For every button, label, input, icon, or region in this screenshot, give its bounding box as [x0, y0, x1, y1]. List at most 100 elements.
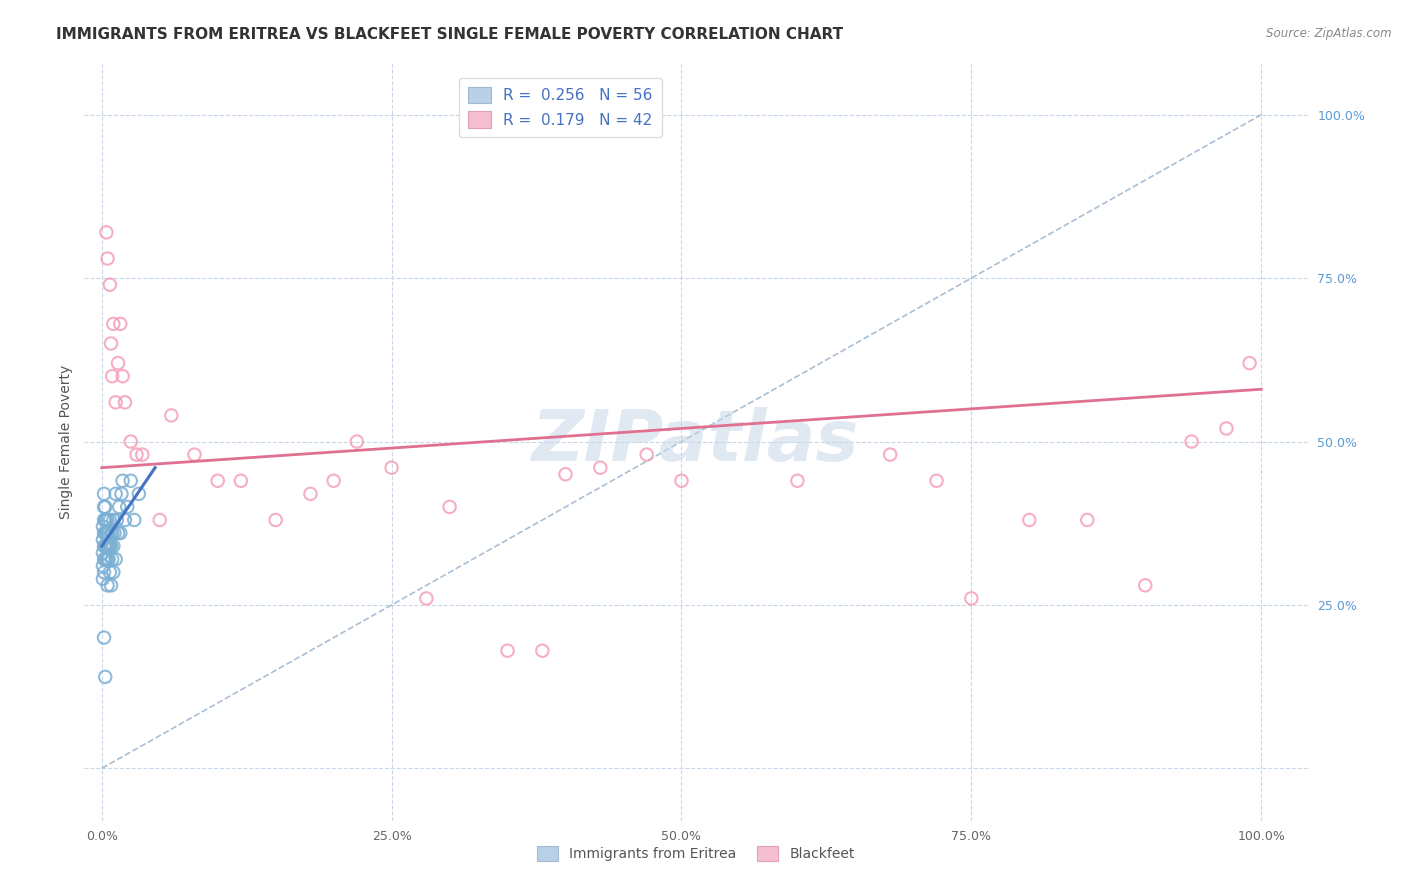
Point	[299, 487, 322, 501]
Point	[183, 448, 205, 462]
Point	[93, 552, 115, 566]
Point	[554, 467, 576, 482]
Point	[114, 395, 136, 409]
Point	[101, 526, 124, 541]
Point	[96, 226, 118, 240]
Point	[93, 526, 115, 541]
Point	[96, 552, 118, 566]
Point	[207, 474, 229, 488]
Text: Source: ZipAtlas.com: Source: ZipAtlas.com	[1267, 27, 1392, 40]
Point	[531, 643, 554, 657]
Point	[110, 317, 132, 331]
Point	[96, 526, 118, 541]
Point	[94, 526, 117, 541]
Point	[91, 533, 114, 547]
Point	[120, 434, 142, 449]
Point	[103, 566, 125, 580]
Point	[105, 513, 128, 527]
Point	[107, 526, 129, 541]
Point	[100, 526, 122, 541]
Point	[111, 474, 134, 488]
Point	[104, 487, 127, 501]
Point	[496, 643, 519, 657]
Point	[91, 572, 114, 586]
Point	[93, 631, 115, 645]
Text: IMMIGRANTS FROM ERITREA VS BLACKFEET SINGLE FEMALE POVERTY CORRELATION CHART: IMMIGRANTS FROM ERITREA VS BLACKFEET SIN…	[56, 27, 844, 42]
Point	[93, 539, 115, 553]
Point	[94, 500, 117, 514]
Point	[636, 448, 658, 462]
Point	[96, 539, 118, 553]
Point	[97, 552, 120, 566]
Point	[104, 552, 127, 566]
Point	[96, 526, 118, 541]
Point	[98, 566, 121, 580]
Point	[925, 474, 948, 488]
Point	[96, 552, 118, 566]
Point	[107, 356, 129, 370]
Legend: Immigrants from Eritrea, Blackfeet: Immigrants from Eritrea, Blackfeet	[531, 841, 860, 867]
Point	[122, 513, 145, 527]
Point	[589, 460, 612, 475]
Point	[93, 487, 115, 501]
Point	[110, 526, 132, 541]
Point	[100, 336, 122, 351]
Point	[94, 670, 117, 684]
Point	[1135, 578, 1157, 592]
Point	[98, 277, 121, 292]
Point	[125, 448, 148, 462]
Point	[346, 434, 368, 449]
Point	[131, 448, 153, 462]
Point	[120, 474, 142, 488]
Point	[91, 546, 114, 560]
Point	[960, 591, 983, 606]
Point	[103, 513, 125, 527]
Point	[96, 513, 118, 527]
Point	[103, 526, 125, 541]
Y-axis label: Single Female Poverty: Single Female Poverty	[59, 365, 73, 518]
Point	[96, 578, 118, 592]
Point	[94, 539, 117, 553]
Point	[322, 474, 344, 488]
Point	[103, 539, 125, 553]
Point	[97, 526, 120, 541]
Point	[97, 539, 120, 553]
Point	[117, 500, 139, 514]
Point	[879, 448, 901, 462]
Point	[94, 552, 117, 566]
Point	[110, 487, 132, 501]
Point	[229, 474, 252, 488]
Point	[93, 513, 115, 527]
Point	[104, 395, 127, 409]
Point	[100, 578, 122, 592]
Point	[160, 409, 183, 423]
Point	[94, 513, 117, 527]
Point	[415, 591, 437, 606]
Point	[98, 539, 121, 553]
Point	[114, 513, 136, 527]
Point	[381, 460, 404, 475]
Point	[128, 487, 150, 501]
Point	[96, 252, 118, 266]
Point	[264, 513, 287, 527]
Point	[91, 558, 114, 573]
Point	[108, 500, 131, 514]
Point	[111, 369, 134, 384]
Point	[103, 317, 125, 331]
Point	[786, 474, 808, 488]
Point	[93, 500, 115, 514]
Point	[98, 513, 121, 527]
Point	[101, 369, 124, 384]
Point	[101, 552, 124, 566]
Point	[1018, 513, 1040, 527]
Point	[93, 566, 115, 580]
Text: ZIPatlas: ZIPatlas	[533, 407, 859, 476]
Point	[91, 519, 114, 533]
Point	[1076, 513, 1098, 527]
Point	[1181, 434, 1204, 449]
Point	[96, 539, 118, 553]
Point	[149, 513, 172, 527]
Point	[439, 500, 461, 514]
Point	[671, 474, 693, 488]
Point	[100, 539, 122, 553]
